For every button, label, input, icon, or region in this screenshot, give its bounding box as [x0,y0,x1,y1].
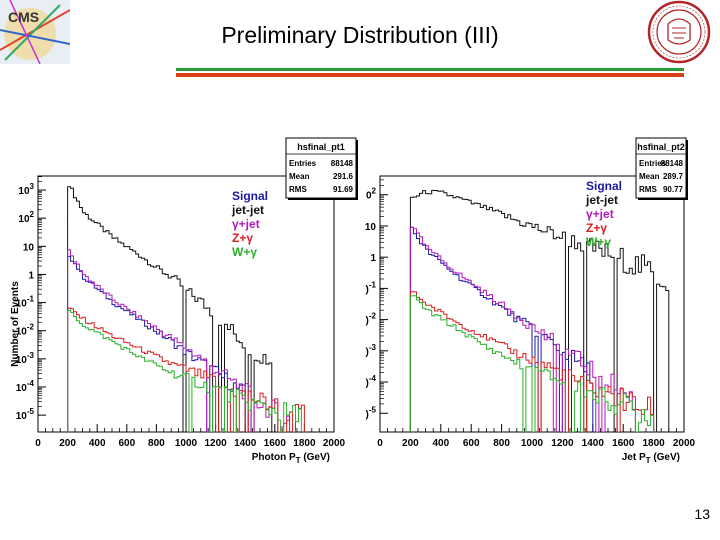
series-line-jet-jet [67,186,275,432]
y-tick-label: 10-2 [16,323,35,338]
stats-value: 88148 [661,159,684,168]
university-seal [647,0,711,64]
y-tick-label: 10-3 [16,351,35,366]
x-tick-label: 2000 [673,438,696,449]
legend-entry: Z+γ [232,231,253,245]
x-tick-label: 0 [35,438,41,449]
stats-value: 291.6 [333,172,354,181]
legend-entry: Z+γ [586,221,607,235]
x-tick-label: 1200 [551,438,574,449]
legend-entry: γ+jet [586,207,614,221]
series-line-Z+γ [409,291,655,432]
stats-label: RMS [289,185,307,194]
x-tick-label: 1600 [264,438,287,449]
y-tick-label: 10-4 [16,379,35,394]
y-axis-label: Number of Events [10,281,21,367]
series-line-Z+γ [67,307,305,432]
y-tick-label: 02 [366,187,377,202]
y-tick-label: )-4 [366,374,377,389]
x-tick-label: 1600 [612,438,635,449]
legend-entry: Signal [232,189,268,203]
y-tick-label: 103 [18,182,34,197]
stats-value: 88148 [331,159,354,168]
stats-box-shadow [686,140,688,200]
x-tick-label: 600 [118,438,135,449]
y-tick-label: 1 [28,270,34,281]
x-tick-label: 400 [432,438,449,449]
stats-value: 91.69 [333,185,354,194]
stats-title: hsfinal_pt1 [297,142,345,152]
x-axis-label: Photon PT (GeV) [252,452,330,465]
y-tick-label: )-3 [366,343,377,358]
y-tick-label: 10-1 [16,295,35,310]
title-rule-green [176,68,684,71]
stats-box-shadow [638,198,688,200]
histogram-panel-1: 0 200 400 600 800 1000 1200 1400 1600 1800 2000 103… [10,137,358,465]
y-tick-label: 1 [370,253,376,264]
y-tick-label: 102 [18,210,34,225]
x-tick-label: 1000 [521,438,544,449]
x-tick-label: 2000 [323,438,346,449]
y-tick-label: )-1 [366,280,377,295]
legend-entry: W+γ [586,235,611,249]
series-line-W+γ [409,295,655,432]
slide-title: Preliminary Distribution (III) [221,22,499,48]
series-line-W+γ [67,309,305,432]
x-tick-label: 1800 [642,438,665,449]
series-group [67,186,305,432]
x-tick-label: 1400 [234,438,257,449]
legend-entry: jet-jet [231,203,264,217]
stats-value: 90.77 [663,185,684,194]
page-number: 13 [694,506,710,522]
legend-entry: γ+jet [232,217,260,231]
series-line-γ+jet [409,226,639,432]
y-tick-label: 10-5 [16,407,35,422]
x-tick-label: 1000 [175,438,198,449]
x-tick-label: 1400 [582,438,605,449]
x-tick-label: 600 [463,438,480,449]
legend-entry: jet-jet [585,193,618,207]
cms-logo-text: CMS [8,9,39,25]
stats-box-shadow [288,198,358,200]
x-tick-label: 200 [402,438,419,449]
legend-entry: Signal [586,179,622,193]
series-line-jet-jet [409,189,670,432]
x-tick-label: 1800 [293,438,316,449]
y-tick-label: 10 [365,222,377,233]
stats-label: Mean [289,172,310,181]
stats-box: hsfinal_pt1 Entries 88148 Mean 291.6 RMS 91.69 [285,137,358,200]
y-tick-label: 10 [23,242,35,253]
y-tick-label: )-5 [366,405,377,420]
stats-label: Entries [639,159,667,168]
x-tick-label: 200 [59,438,76,449]
cms-logo: CMS [0,0,70,64]
y-tick-label: )-2 [366,312,377,327]
x-axis-label: Jet PT (GeV) [622,452,680,465]
title-rule-red [176,73,684,77]
stats-value: 289.7 [663,172,684,181]
stats-label: RMS [639,185,657,194]
x-tick-label: 800 [148,438,165,449]
x-tick-label: 0 [377,438,383,449]
stats-box-shadow [356,140,358,200]
stats-box-frame [285,137,357,199]
x-tick-label: 800 [493,438,510,449]
x-tick-label: 400 [89,438,106,449]
series-line-γ+jet [67,249,291,432]
stats-box-frame [635,137,687,199]
x-tick-label: 1200 [204,438,227,449]
series-group [409,189,670,432]
series-line-Signal [67,255,246,432]
histogram-panel-2: 0 200 400 600 800 1000 1200 1400 1600 1800 2000 02 1… [365,137,696,465]
legend-entry: W+γ [232,245,257,259]
stats-label: Entries [289,159,317,168]
stats-title: hsfinal_pt2 [637,142,685,152]
stats-label: Mean [639,172,660,181]
